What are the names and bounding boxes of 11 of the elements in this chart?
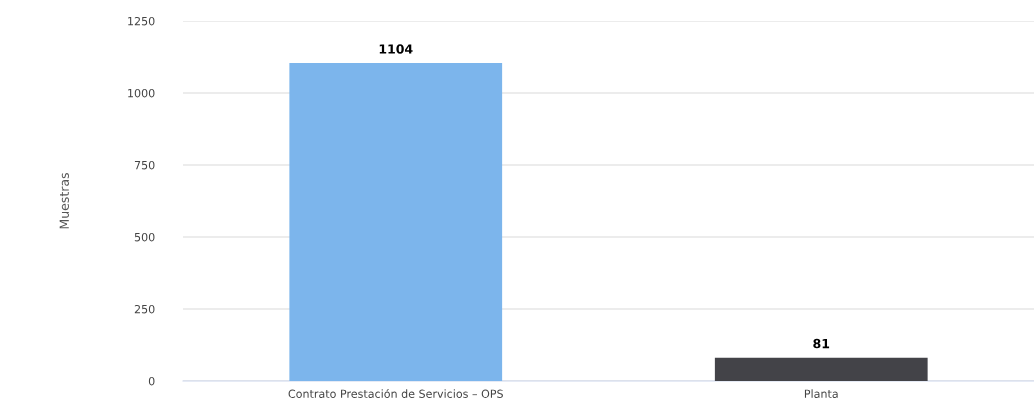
y-tick-label: 1250 bbox=[128, 16, 155, 26]
y-tick-label: 1000 bbox=[128, 88, 155, 98]
y-tick-label: 750 bbox=[134, 160, 155, 170]
y-tick-label: 0 bbox=[148, 376, 155, 386]
data-label: 1104 bbox=[379, 44, 413, 54]
x-tick-label: Contrato Prestación de Servicios – OPS bbox=[288, 388, 503, 398]
y-axis-title: Muestras bbox=[59, 173, 69, 229]
y-tick-label: 500 bbox=[134, 232, 155, 242]
y-tick-label: 250 bbox=[134, 304, 155, 314]
data-label: 81 bbox=[813, 338, 830, 349]
x-tick-label: Planta bbox=[804, 389, 838, 398]
